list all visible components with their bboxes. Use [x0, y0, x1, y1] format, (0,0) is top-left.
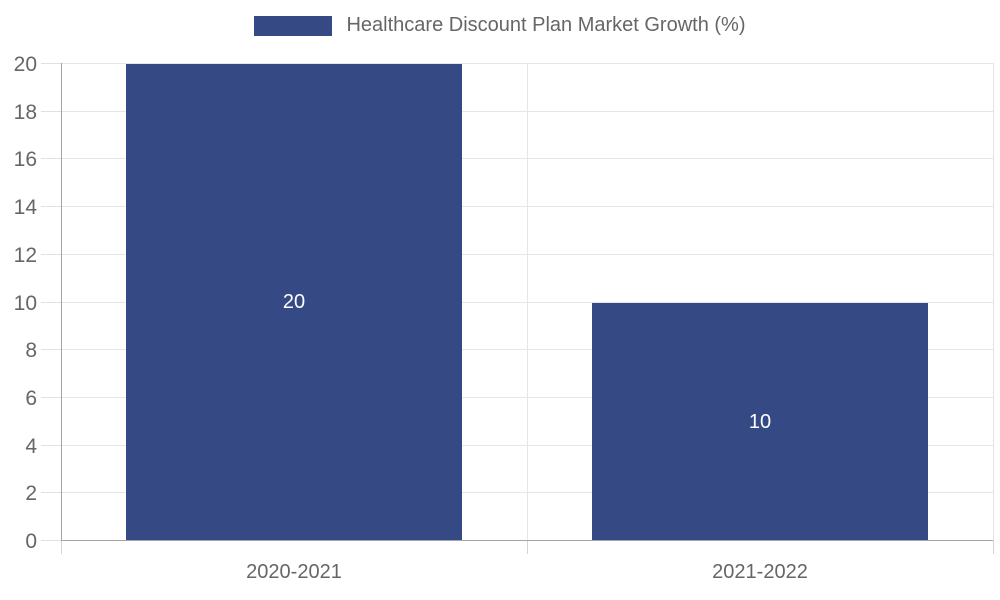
- x-axis-line: [61, 540, 993, 541]
- x-axis-tick-label: 2020-2021: [246, 561, 342, 583]
- chart-title: Healthcare Discount Plan Market Growth (…: [346, 14, 746, 36]
- y-axis-tick-label: 14: [13, 196, 37, 219]
- y-axis-tick-label: 6: [25, 387, 37, 410]
- y-axis-tick: [41, 349, 61, 350]
- y-axis-tick-label: 12: [13, 244, 37, 267]
- y-axis-tick-label: 2: [25, 482, 37, 505]
- y-axis-tick-label: 16: [13, 148, 37, 171]
- y-axis-tick-label: 0: [25, 530, 37, 553]
- y-axis-tick-label: 8: [25, 339, 37, 362]
- y-axis-tick: [41, 540, 61, 541]
- x-axis-tick: [61, 540, 62, 554]
- x-gridline: [993, 63, 994, 540]
- y-axis-tick: [41, 158, 61, 159]
- y-axis-line: [61, 63, 62, 541]
- bar-value-label: 10: [748, 410, 772, 433]
- legend-swatch-icon: [254, 15, 333, 36]
- x-gridline: [527, 63, 528, 540]
- y-axis-tick: [41, 63, 61, 64]
- y-axis-tick-label: 4: [25, 435, 37, 458]
- y-axis-tick: [41, 254, 61, 255]
- y-axis-tick: [41, 111, 61, 112]
- y-axis-tick: [41, 492, 61, 493]
- x-axis-tick: [527, 540, 528, 554]
- x-axis-tick-label: 2021-2022: [712, 561, 808, 583]
- bar-2020-2021[interactable]: 20: [126, 64, 462, 540]
- y-axis-tick: [41, 206, 61, 207]
- chart-legend[interactable]: Healthcare Discount Plan Market Growth (…: [0, 14, 1000, 37]
- y-axis-tick-label: 20: [13, 53, 37, 76]
- y-axis-tick: [41, 302, 61, 303]
- y-axis-tick-label: 18: [13, 101, 37, 124]
- y-axis-tick-label: 10: [13, 292, 37, 315]
- x-axis-tick: [993, 540, 994, 554]
- bar-value-label: 20: [282, 291, 306, 313]
- y-axis-tick: [41, 397, 61, 398]
- bar-2021-2022[interactable]: 10: [592, 303, 928, 540]
- y-axis-tick: [41, 445, 61, 446]
